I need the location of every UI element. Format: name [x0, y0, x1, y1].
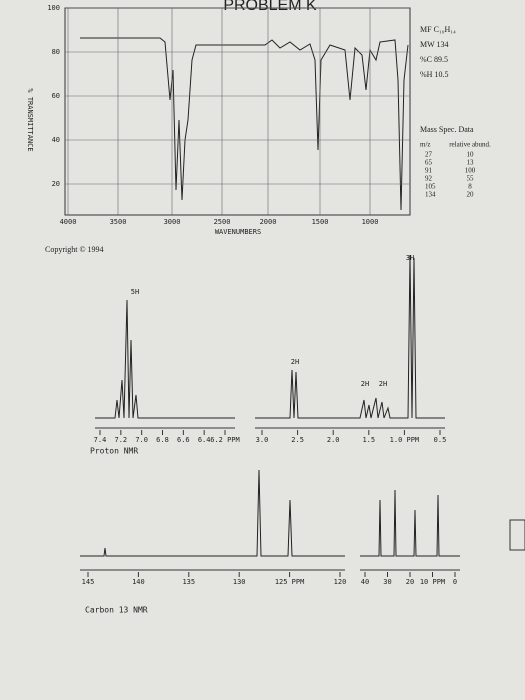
formula-info: %C 89.5	[420, 55, 448, 64]
table-header: relative abund.	[449, 141, 491, 149]
x-tick-label: 1500	[312, 218, 329, 226]
carbon-spectrum-right	[360, 489, 460, 557]
formula-info: MW 134	[420, 40, 449, 49]
tick-label: 140	[132, 578, 145, 586]
x-tick-label: 3500	[110, 218, 127, 226]
integration-label: 2H	[379, 380, 387, 388]
table-cell: 13	[467, 159, 475, 167]
table-cell: 27	[425, 151, 433, 159]
table-cell: 134	[425, 191, 436, 199]
ir-x-label: WAVENUMBERS	[215, 228, 261, 236]
table-cell: 8	[468, 183, 472, 191]
table-header: m/z	[420, 141, 431, 149]
carbon-spectrum-left	[80, 469, 345, 557]
y-tick-label: 80	[52, 48, 60, 56]
tick-label: 6.4	[198, 436, 211, 444]
table-cell: 92	[425, 175, 433, 183]
tick-label: 120	[334, 578, 347, 586]
info-block: MF C₁₀H₁₄ MW 134 %C 89.5 %H 10.5	[420, 25, 456, 79]
title: PROBLEM K	[223, 0, 317, 14]
integration-label: 2H	[361, 380, 369, 388]
tick-label: 1.5	[362, 436, 375, 444]
tick-label: 7.4	[94, 436, 107, 444]
tick-label: 6.2 PPM	[210, 436, 240, 444]
mass-spec-table: Mass Spec. Data m/z relative abund. 27 10 65 1…	[420, 125, 491, 199]
edge-box	[509, 519, 525, 551]
tick-label: 135	[182, 578, 195, 586]
tick-label: 7.2	[115, 436, 128, 444]
tick-label: 10 PPM	[420, 578, 445, 586]
tick-label: 145	[82, 578, 95, 586]
x-tick-label: 4000	[60, 218, 77, 226]
tick-label: 1.0 PPM	[390, 436, 420, 444]
copyright: Copyright © 1994	[45, 245, 104, 254]
tick-label: 7.0	[135, 436, 148, 444]
y-tick-label: 100	[47, 4, 60, 12]
tick-label: 130	[233, 578, 246, 586]
y-tick-label: 20	[52, 180, 60, 188]
table-cell: 100	[465, 167, 476, 175]
y-tick-label: 40	[52, 136, 60, 144]
tick-label: 2.0	[327, 436, 340, 444]
table-cell: 65	[425, 159, 433, 167]
tick-label: 20	[406, 578, 414, 586]
tick-label: 0.5	[434, 436, 447, 444]
tick-label: 3.0	[256, 436, 269, 444]
x-tick-label: 1000	[362, 218, 379, 226]
table-cell: 20	[467, 191, 475, 199]
integration-label: 3H	[406, 254, 414, 262]
tick-label: 6.6	[177, 436, 190, 444]
mass-spec-title: Mass Spec. Data	[420, 125, 474, 134]
tick-label: 30	[383, 578, 391, 586]
integration-label: 5H	[131, 288, 139, 296]
table-cell: 55	[467, 175, 475, 183]
proton-spectrum-left	[95, 299, 235, 419]
tick-label: 6.8	[156, 436, 169, 444]
carbon-label: Carbon 13 NMR	[85, 606, 148, 615]
table-cell: 10	[467, 151, 475, 159]
formula-info: %H 10.5	[420, 70, 448, 79]
x-tick-label: 2500	[214, 218, 231, 226]
tick-label: 0	[453, 578, 457, 586]
formula-info: MF C₁₀H₁₄	[420, 25, 456, 34]
proton-label: Proton NMR	[90, 447, 138, 456]
proton-spectrum-right	[255, 254, 445, 419]
tick-label: 40	[361, 578, 369, 586]
table-cell: 105	[425, 183, 436, 191]
integration-label: 2H	[291, 358, 299, 366]
tick-label: 2.5	[291, 436, 304, 444]
x-tick-label: 2000	[260, 218, 277, 226]
ir-spectrum	[80, 37, 409, 211]
tick-label: 125 PPM	[275, 578, 305, 586]
y-tick-label: 60	[52, 92, 60, 100]
ir-y-label: % TRANSMITTANCE	[26, 88, 34, 151]
x-tick-label: 3000	[164, 218, 181, 226]
table-cell: 91	[425, 167, 433, 175]
